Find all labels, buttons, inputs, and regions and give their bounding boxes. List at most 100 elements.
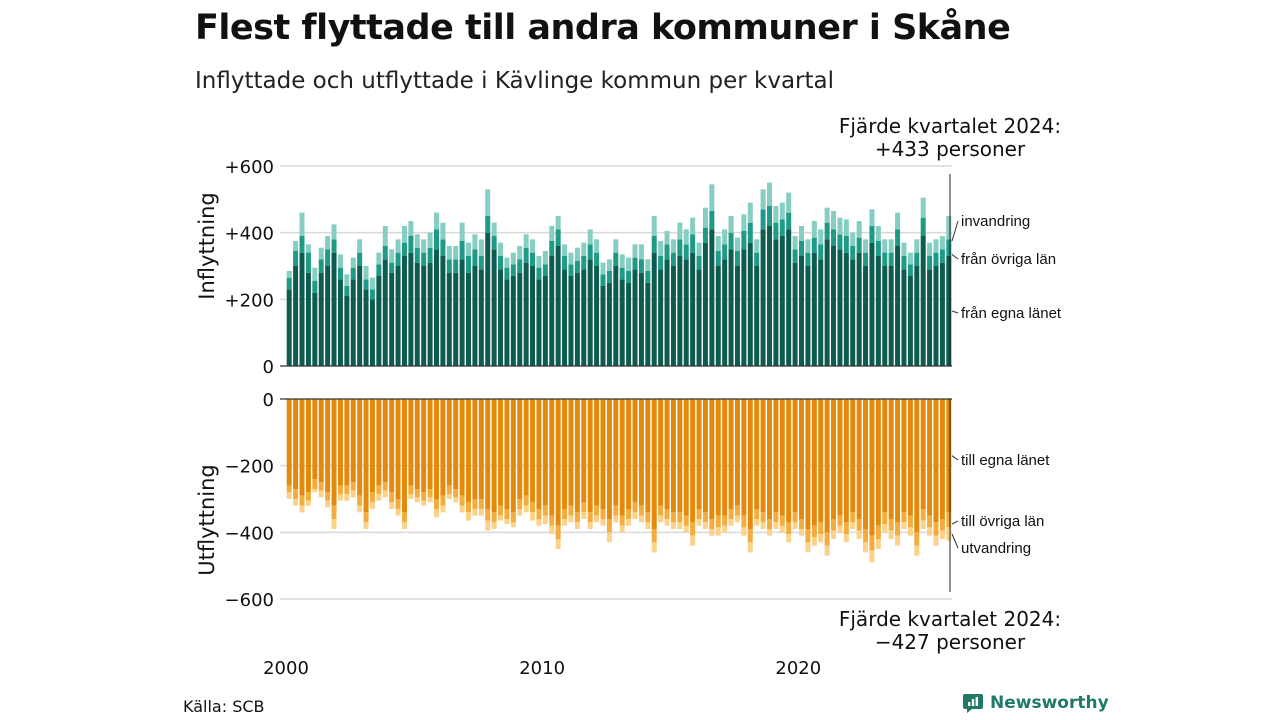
bar-outflow-segment	[747, 542, 753, 553]
bar-inflow-segment	[933, 266, 939, 366]
bar-outflow-segment	[715, 399, 721, 516]
bar-inflow-segment	[389, 272, 395, 366]
bar-inflow-segment	[773, 239, 779, 366]
bar-outflow-segment	[882, 399, 888, 513]
bar-outflow-segment	[946, 527, 952, 541]
bar-inflow-segment	[799, 241, 805, 256]
bar-inflow-segment	[594, 252, 600, 266]
bar-outflow-segment	[433, 399, 439, 499]
bar-outflow-segment	[799, 529, 805, 536]
bar-outflow-segment	[530, 502, 536, 513]
bar-inflow-segment	[421, 266, 427, 366]
bar-outflow-segment	[408, 399, 414, 486]
bar-inflow-segment	[498, 242, 504, 256]
bar-outflow-segment	[626, 519, 632, 526]
bar-outflow-segment	[395, 399, 401, 499]
bar-outflow-segment	[856, 399, 862, 519]
bar-inflow-segment	[907, 252, 913, 265]
bar-inflow-segment	[920, 197, 926, 218]
bar-inflow-segment	[517, 259, 523, 273]
bar-inflow-segment	[344, 286, 350, 296]
bar-inflow-segment	[485, 216, 491, 233]
bar-inflow-segment	[574, 261, 580, 273]
series-label-connector	[951, 220, 959, 242]
bar-inflow-segment	[690, 217, 696, 235]
bar-outflow-segment	[331, 505, 337, 519]
bar-inflow-segment	[946, 256, 952, 366]
bar-inflow-segment	[555, 216, 561, 230]
bar-inflow-segment	[734, 266, 740, 366]
bar-outflow-segment	[805, 542, 811, 553]
bar-inflow-segment	[831, 246, 837, 366]
bar-outflow-segment	[677, 522, 683, 529]
bar-inflow-segment	[914, 252, 920, 266]
bar-inflow-segment	[722, 244, 728, 260]
bar-outflow-segment	[696, 509, 702, 519]
bar-inflow-segment	[613, 239, 619, 253]
bar-inflow-segment	[491, 249, 497, 366]
brand-logo: Newsworthy	[962, 692, 1109, 714]
bar-outflow-segment	[555, 539, 561, 549]
bar-outflow-segment	[933, 399, 939, 523]
bar-inflow-segment	[728, 216, 734, 233]
bar-inflow-segment	[920, 217, 926, 236]
bar-outflow-segment	[466, 502, 472, 513]
bar-inflow-segment	[337, 279, 343, 366]
bar-inflow-segment	[568, 264, 574, 276]
bar-outflow-segment	[933, 535, 939, 546]
bar-inflow-segment	[427, 232, 433, 248]
bar-inflow-segment	[466, 256, 472, 273]
bar-inflow-segment	[856, 221, 862, 238]
bar-outflow-segment	[606, 519, 612, 533]
bar-inflow-segment	[369, 289, 375, 300]
bar-inflow-segment	[638, 272, 644, 366]
bar-inflow-segment	[709, 229, 715, 366]
bar-inflow-segment	[619, 254, 625, 268]
bar-outflow-segment	[792, 512, 798, 523]
bar-inflow-segment	[875, 241, 881, 256]
bar-outflow-segment	[427, 489, 433, 498]
bar-outflow-segment	[536, 519, 542, 526]
bar-inflow-segment	[760, 209, 766, 230]
bar-inflow-segment	[357, 239, 363, 253]
bar-inflow-segment	[581, 242, 587, 256]
annotation-bottom-line1: Fjärde kvartalet 2024:	[839, 607, 1061, 631]
bar-inflow-segment	[299, 236, 305, 253]
bar-inflow-segment	[875, 256, 881, 366]
bar-outflow-segment	[325, 492, 331, 501]
bar-outflow-segment	[946, 399, 952, 513]
bar-outflow-segment	[869, 535, 875, 551]
bar-outflow-segment	[895, 399, 901, 523]
bar-inflow-segment	[421, 239, 427, 253]
series-label-top: invandring	[961, 213, 1030, 230]
y-tick-label-bottom: −400	[225, 523, 274, 544]
bar-inflow-segment	[779, 219, 785, 236]
bar-inflow-segment	[831, 229, 837, 246]
bar-inflow-segment	[600, 262, 606, 275]
bar-inflow-segment	[683, 229, 689, 245]
bar-outflow-segment	[536, 509, 542, 519]
bar-outflow-segment	[504, 519, 510, 524]
bar-inflow-segment	[517, 246, 523, 260]
bar-outflow-segment	[606, 532, 612, 543]
bar-inflow-segment	[369, 299, 375, 366]
bar-inflow-segment	[722, 229, 728, 245]
bar-inflow-segment	[728, 249, 734, 366]
bar-inflow-segment	[939, 236, 945, 250]
bar-inflow-segment	[683, 244, 689, 260]
bar-outflow-segment	[799, 399, 805, 519]
bar-inflow-segment	[786, 229, 792, 366]
bar-outflow-segment	[446, 485, 452, 494]
bar-outflow-segment	[709, 519, 715, 529]
bar-outflow-segment	[433, 509, 439, 518]
bar-outflow-segment	[754, 519, 760, 526]
bar-inflow-segment	[715, 236, 721, 251]
bar-outflow-segment	[542, 515, 548, 524]
bar-outflow-segment	[408, 494, 414, 499]
bar-outflow-segment	[459, 505, 465, 513]
bar-inflow-segment	[927, 269, 933, 366]
bar-outflow-segment	[562, 399, 568, 509]
bar-inflow-segment	[427, 247, 433, 263]
bar-outflow-segment	[286, 492, 292, 499]
bar-inflow-segment	[376, 276, 382, 366]
